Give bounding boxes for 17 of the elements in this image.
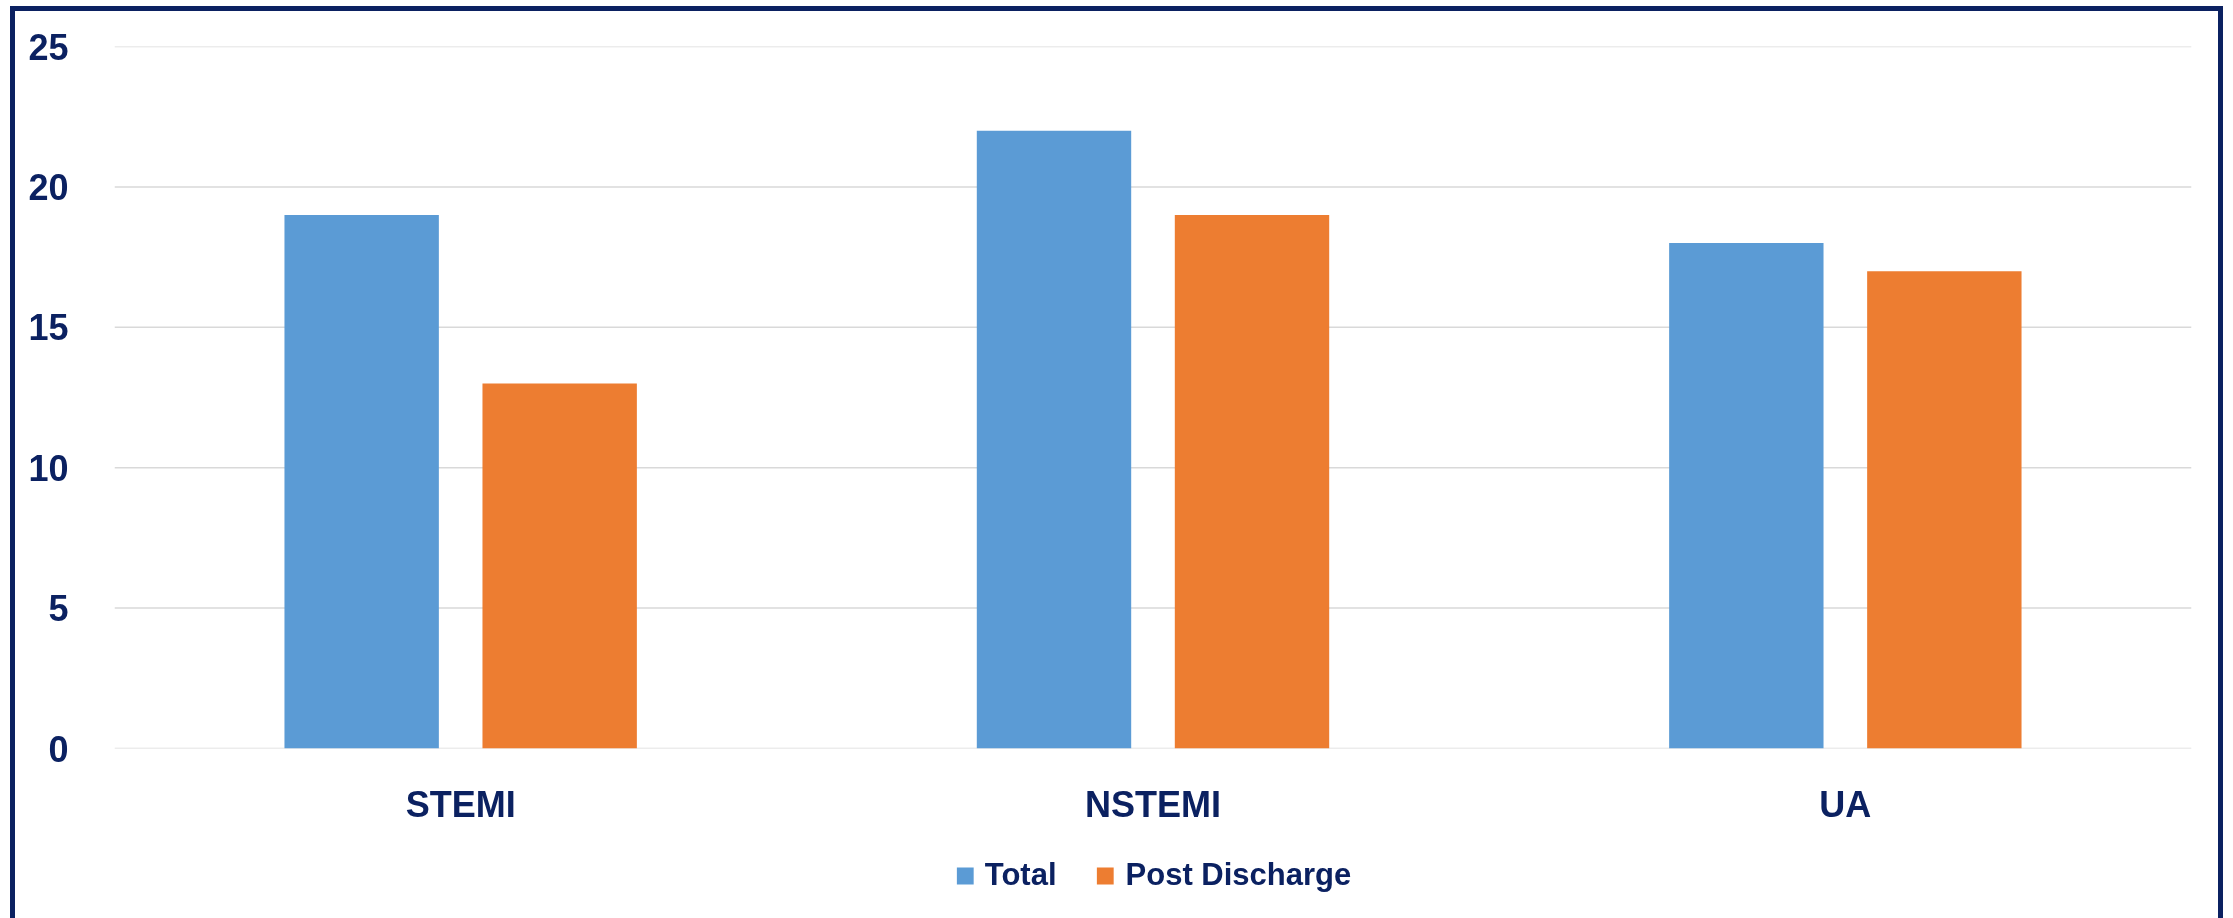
bar	[284, 214, 439, 749]
x-tick-label: STEMI	[405, 783, 516, 825]
legend-label: Total	[984, 857, 1057, 893]
y-tick-label: 15	[28, 307, 69, 349]
legend-label: Post Discharge	[1125, 857, 1352, 893]
y-tick-label: 5	[48, 588, 69, 630]
y-tick-label: 20	[28, 166, 69, 208]
y-tick-label: 0	[48, 728, 69, 770]
bar	[1174, 214, 1330, 749]
bar	[482, 383, 637, 749]
bar	[976, 130, 1132, 749]
bar	[1669, 243, 1824, 749]
y-tick-label: 10	[28, 447, 69, 489]
x-tick-label: NSTEMI	[1085, 783, 1222, 825]
x-tick-label: UA	[1819, 783, 1872, 825]
y-tick-label: 25	[28, 26, 69, 68]
bar	[1867, 271, 2022, 749]
